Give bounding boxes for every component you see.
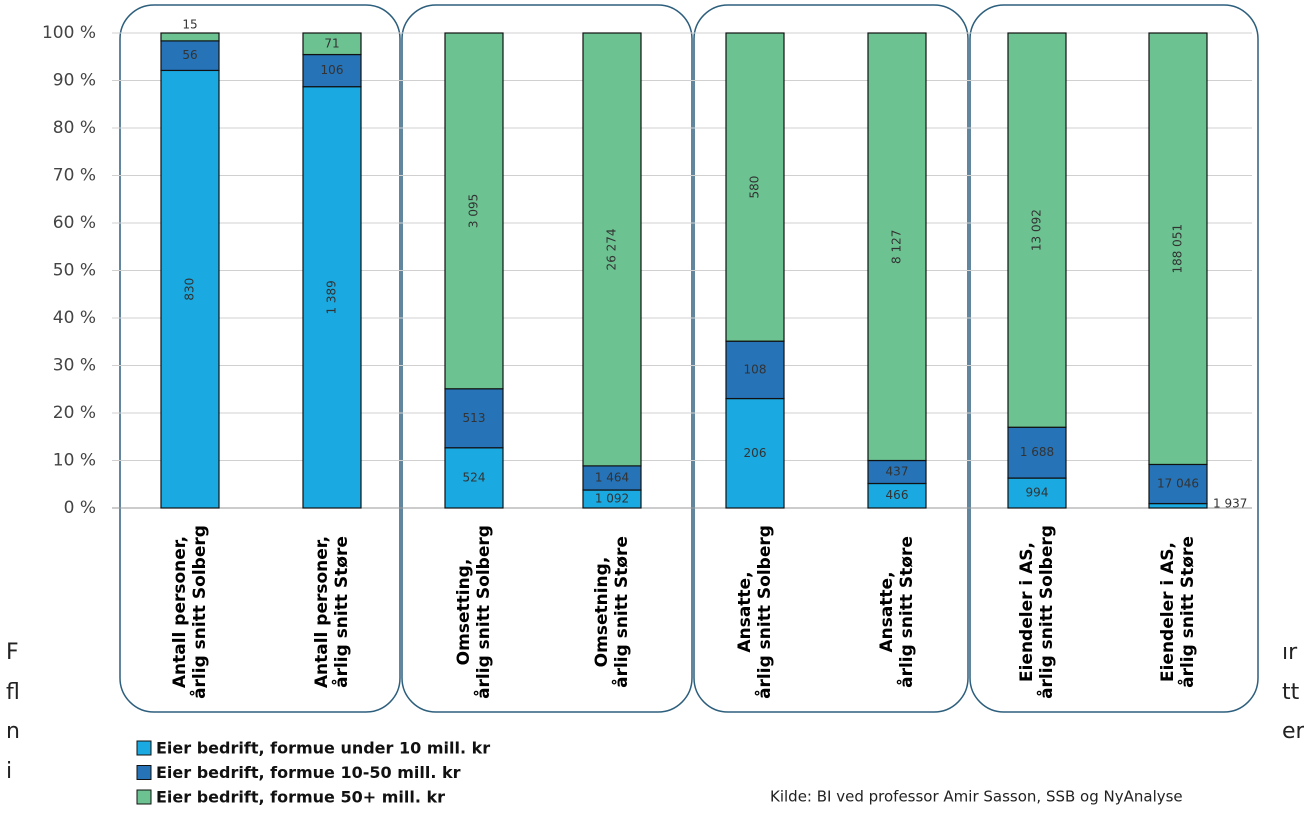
legend-label: Eier bedrift, formue 10-50 mill. kr <box>156 763 461 782</box>
background-text: tt <box>1282 679 1300 705</box>
value-label: 437 <box>886 464 909 478</box>
x-tick-label: Omsetning, årlig snitt Støre <box>592 536 632 688</box>
value-label: 994 <box>1026 486 1049 500</box>
background-text: fl <box>6 679 20 705</box>
value-label: 8 127 <box>890 230 904 264</box>
bar-segment <box>725 340 785 400</box>
value-label: 206 <box>744 446 767 460</box>
y-tick-label: 40 % <box>53 308 96 328</box>
group-box <box>119 4 401 713</box>
value-label: 106 <box>321 63 344 77</box>
legend-label: Eier bedrift, formue 50+ mill. kr <box>156 788 445 807</box>
y-tick-label: 50 % <box>53 261 96 281</box>
group-box <box>401 4 693 713</box>
bar-segment <box>582 32 642 467</box>
value-label: 830 <box>183 278 197 301</box>
y-tick-label: 70 % <box>53 166 96 186</box>
y-tick-label: 80 % <box>53 118 96 138</box>
bar-segment <box>1148 502 1208 509</box>
y-tick-label: 90 % <box>53 71 96 91</box>
value-label: 1 937 <box>1213 497 1247 511</box>
value-label: 15 <box>182 18 197 32</box>
bar-segment <box>867 482 927 509</box>
x-tick-label: Ansatte, årlig snitt Solberg <box>735 525 775 699</box>
bar-segment <box>160 69 220 509</box>
legend-swatch <box>136 765 152 780</box>
value-label: 3 095 <box>467 194 481 228</box>
background-text: n <box>6 719 20 744</box>
x-tick-label: Ansatte, årlig snitt Støre <box>877 536 917 688</box>
bar-segment <box>1007 477 1067 509</box>
background-text: ır <box>1282 640 1298 665</box>
value-label: 1 092 <box>595 492 629 506</box>
value-label: 524 <box>463 470 486 484</box>
legend-label: Eier bedrift, formue under 10 mill. kr <box>156 739 490 758</box>
bar-segment <box>444 32 504 390</box>
bar-segment <box>444 388 504 449</box>
y-tick-label: 60 % <box>53 213 96 233</box>
bar-segment <box>1007 32 1067 428</box>
x-tick-label: Antall personer, årlig snitt Solberg <box>170 525 210 699</box>
y-tick-label: 0 % <box>64 498 96 518</box>
value-label: 56 <box>182 48 197 62</box>
y-tick-label: 20 % <box>53 403 96 423</box>
bar-segment <box>725 32 785 342</box>
value-label: 71 <box>324 36 339 50</box>
background-text: er <box>1282 719 1304 744</box>
bar-segment <box>725 397 785 509</box>
value-label: 13 092 <box>1030 209 1044 251</box>
source: Kilde: BI ved professor Amir Sasson, SSB… <box>770 788 1183 806</box>
value-label: 17 046 <box>1157 477 1199 491</box>
group-box <box>693 4 969 713</box>
value-label: 513 <box>463 411 486 425</box>
group-box <box>969 4 1259 713</box>
value-label: 1 464 <box>595 470 629 484</box>
y-tick-label: 10 % <box>53 451 96 471</box>
value-label: 188 051 <box>1171 224 1185 274</box>
bar-segment <box>160 32 220 42</box>
x-tick-label: Antall personer, årlig snitt Støre <box>312 535 352 689</box>
legend-swatch <box>136 740 152 756</box>
value-label: 1 389 <box>325 280 339 314</box>
value-label: 108 <box>744 362 767 376</box>
bar-segment <box>302 53 362 88</box>
bar-segment <box>1148 32 1208 466</box>
bar-segment <box>160 40 220 72</box>
background-text: i <box>6 758 13 784</box>
background-text: F <box>6 640 19 665</box>
y-tick-label: 100 % <box>42 23 96 43</box>
bar-segment <box>1007 426 1067 479</box>
x-tick-label: Eiendeler i AS, årlig snitt Støre <box>1158 536 1198 688</box>
value-label: 580 <box>748 176 762 199</box>
legend-swatch <box>136 789 152 805</box>
bar-segment <box>1148 463 1208 505</box>
x-tick-label: Omsetting, årlig snitt Solberg <box>454 525 494 699</box>
bar-segment <box>867 32 927 462</box>
value-label: 466 <box>886 488 909 502</box>
value-label: 1 688 <box>1020 445 1054 459</box>
bar-segment <box>302 32 362 56</box>
value-label: 26 274 <box>605 228 619 270</box>
bar-segment <box>444 447 504 509</box>
x-tick-label: Eiendeler i AS, årlig snitt Solberg <box>1017 525 1057 699</box>
bar-segment <box>302 86 362 509</box>
y-tick-label: 30 % <box>53 356 96 376</box>
